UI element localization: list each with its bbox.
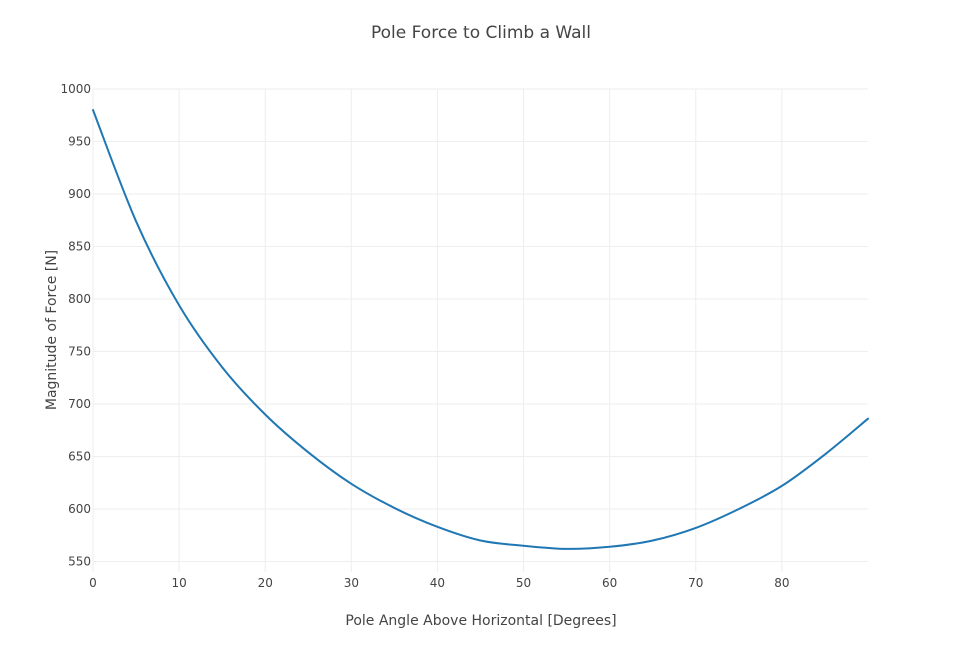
x-tick-label: 50: [516, 576, 531, 590]
series-line: [92, 109, 869, 550]
y-tick-label: 850: [68, 240, 91, 254]
y-tick-label: 600: [68, 502, 91, 516]
y-tick-label: 700: [68, 397, 91, 411]
x-tick-label: 60: [602, 576, 617, 590]
x-tick-label: 0: [89, 576, 97, 590]
y-tick-label: 900: [68, 187, 91, 201]
y-tick-label: 550: [68, 555, 91, 569]
x-tick-label: 20: [258, 576, 273, 590]
x-tick-label: 10: [171, 576, 186, 590]
y-axis-title: Magnitude of Force [N]: [44, 250, 60, 410]
gridlines: [92, 88, 868, 572]
y-axis-ticks: 550 600 650 700 750 800 850 900 950 1000: [60, 82, 91, 569]
y-tick-label: 1000: [60, 82, 91, 96]
y-tick-label: 650: [68, 450, 91, 464]
x-tick-label: 30: [344, 576, 359, 590]
chart-title: Pole Force to Climb a Wall: [371, 23, 591, 43]
x-axis-ticks: 0 10 20 30 40 50 60 70 80: [89, 576, 789, 590]
y-tick-label: 950: [68, 135, 91, 149]
x-axis-title: Pole Angle Above Horizontal [Degrees]: [345, 613, 616, 629]
x-tick-label: 40: [430, 576, 445, 590]
x-tick-label: 70: [688, 576, 703, 590]
y-tick-label: 750: [68, 345, 91, 359]
y-tick-label: 800: [68, 292, 91, 306]
x-tick-label: 80: [774, 576, 789, 590]
